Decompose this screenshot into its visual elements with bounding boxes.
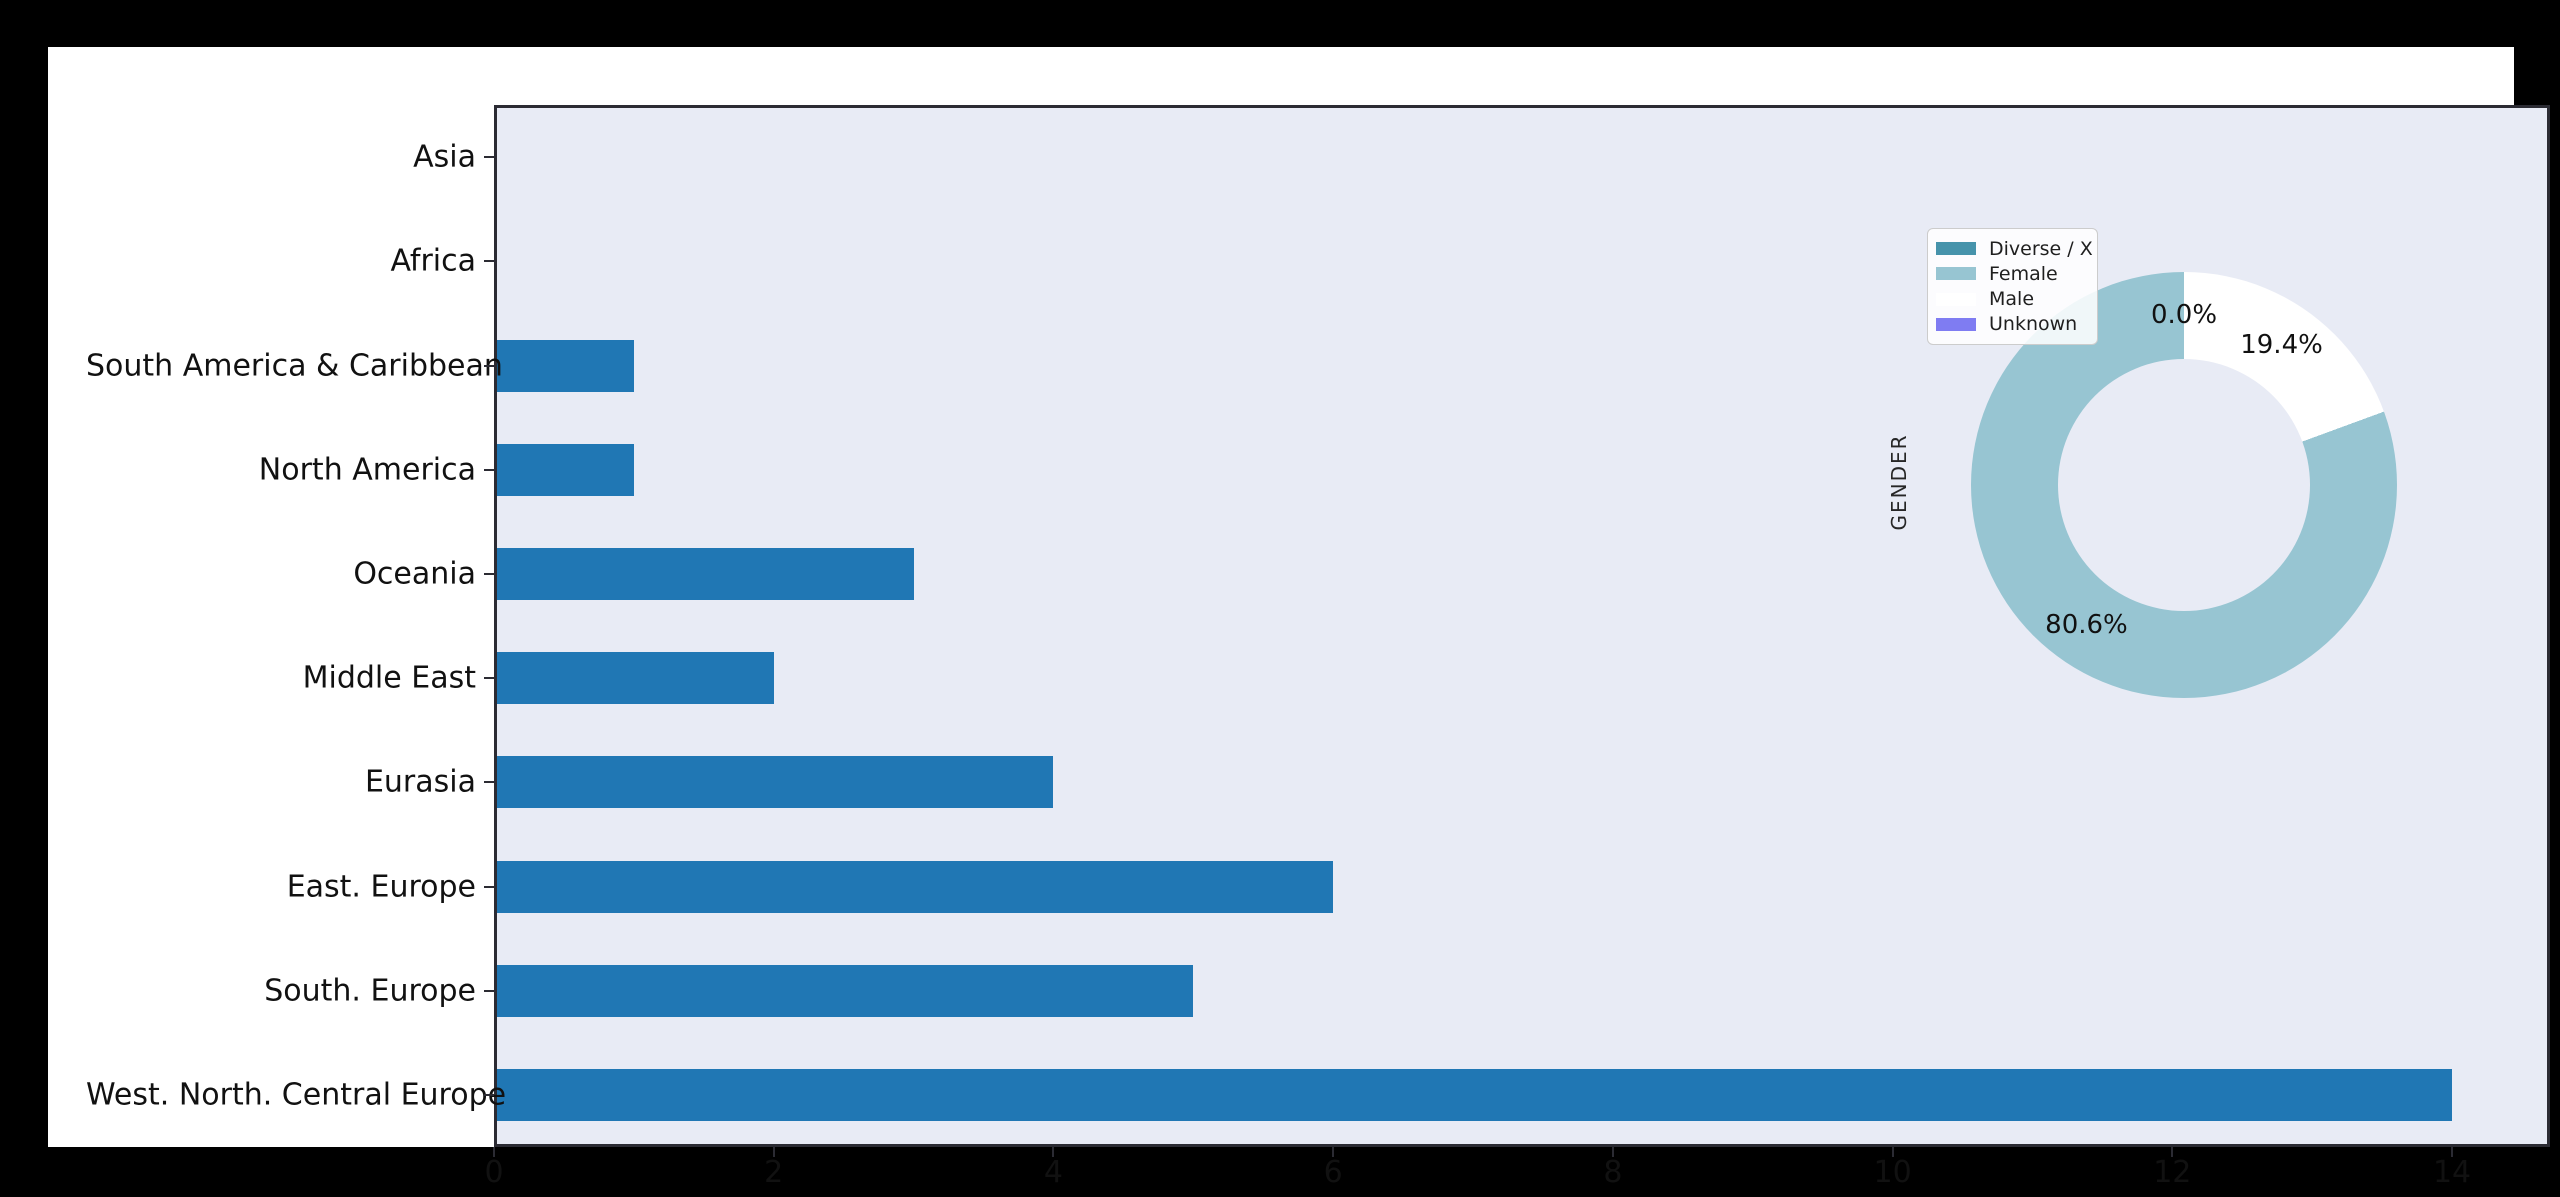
x-tick-mark: [493, 1147, 495, 1157]
bar: [497, 652, 774, 705]
x-tick-mark: [1891, 1147, 1894, 1157]
y-tick-mark: [484, 677, 494, 680]
legend-item: Male: [1936, 287, 2089, 312]
y-tick-mark: [484, 885, 494, 888]
category-label: Asia: [413, 139, 476, 175]
bar: [497, 547, 914, 600]
bar: [497, 339, 634, 392]
category-label: West. North. Central Europe: [86, 1077, 507, 1113]
donut-hole: [2058, 359, 2310, 611]
category-label: Oceania: [353, 556, 476, 592]
x-tick-label: 14: [2432, 1155, 2472, 1190]
bar: [497, 756, 1054, 809]
donut-axis-label: GENDER: [1887, 433, 1911, 531]
donut-percent-label: 19.4%: [2240, 330, 2323, 361]
donut-percent-label: 80.6%: [2045, 609, 2128, 640]
category-label: Middle East: [302, 660, 476, 696]
y-tick-mark: [484, 572, 494, 575]
category-label: Africa: [390, 243, 476, 279]
donut-percent-label: 0.0%: [2150, 299, 2218, 330]
legend-label: Unknown: [1989, 313, 2078, 336]
category-label: South America & Caribbean: [86, 348, 503, 383]
category-label: Eurasia: [364, 764, 476, 800]
x-tick-label: 0: [484, 1155, 504, 1190]
legend-label: Male: [1989, 288, 2035, 311]
legend-item: Unknown: [1936, 312, 2089, 337]
x-tick-label: 10: [1873, 1155, 1912, 1190]
y-tick-mark: [484, 364, 494, 367]
category-label: North America: [258, 452, 476, 488]
x-tick-label: 8: [1603, 1155, 1623, 1190]
y-tick-mark: [484, 1093, 494, 1096]
bar: [497, 860, 1334, 913]
y-tick-mark: [484, 156, 494, 159]
legend-label: Diverse / X: [1989, 237, 2093, 260]
bar: [497, 443, 634, 496]
category-label: South. Europe: [264, 973, 476, 1009]
y-tick-mark: [484, 781, 494, 784]
legend-item: Diverse / X: [1936, 236, 2093, 261]
y-tick-mark: [484, 468, 494, 471]
legend-swatch: [1936, 317, 1976, 331]
x-tick-mark: [2451, 1147, 2454, 1157]
legend-swatch: [1936, 292, 1976, 306]
x-tick-label: 4: [1043, 1155, 1063, 1190]
x-tick-mark: [1611, 1147, 1614, 1157]
bar: [497, 1068, 2453, 1121]
bar: [497, 964, 1194, 1017]
x-tick-mark: [1332, 1147, 1335, 1157]
x-tick-mark: [2171, 1147, 2174, 1157]
x-tick-label: 6: [1323, 1155, 1343, 1190]
legend-swatch: [1936, 242, 1976, 255]
legend-swatch: [1936, 267, 1976, 281]
x-tick-label: 12: [2153, 1155, 2192, 1190]
category-label: East. Europe: [286, 869, 476, 904]
y-tick-mark: [484, 260, 494, 263]
y-tick-mark: [484, 989, 494, 992]
x-tick-mark: [772, 1147, 775, 1157]
x-tick-label: 2: [764, 1155, 784, 1190]
figure-background: Asia Africa South America & Caribbean North…: [48, 47, 2550, 1190]
legend-label: Female: [1989, 262, 2058, 285]
legend: Diverse / X Female Male Unknown: [1927, 228, 2098, 345]
x-tick-mark: [1052, 1147, 1055, 1157]
legend-item: Female: [1936, 261, 2089, 286]
